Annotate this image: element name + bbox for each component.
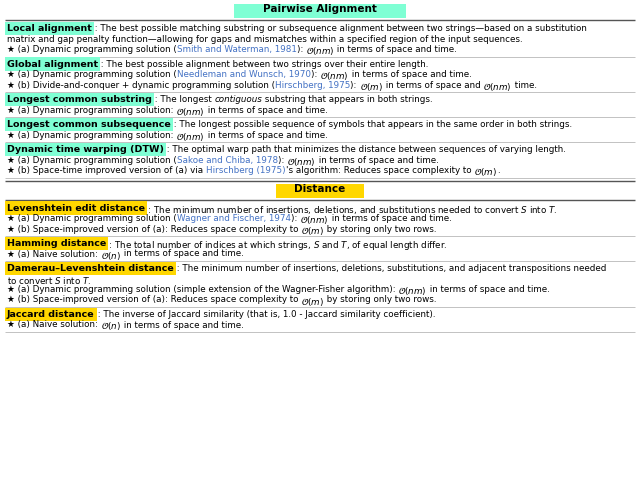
Text: 's algorithm: Reduces space complexity to: 's algorithm: Reduces space complexity t… [285,166,474,175]
Text: : The optimal warp path that minimizes the distance between sequences of varying: : The optimal warp path that minimizes t… [164,145,566,154]
Text: substring that appears in both strings.: substring that appears in both strings. [262,95,433,104]
Text: Global alignment: Global alignment [7,59,98,68]
Text: Wagner and Fischer, 1974: Wagner and Fischer, 1974 [177,214,291,223]
Text: ★ (a) Dynamic programming solution:: ★ (a) Dynamic programming solution: [7,130,176,139]
Text: $\mathcal{O}(m)$: $\mathcal{O}(m)$ [301,296,324,308]
Text: Hamming distance: Hamming distance [7,239,106,248]
Text: matrix and gap penalty function—allowing for gaps and mismatches within a specif: matrix and gap penalty function—allowing… [7,34,523,44]
Text: ★ (b) Space-time improved version of (a) via: ★ (b) Space-time improved version of (a)… [7,166,206,175]
Text: ★ (a) Naive solution:: ★ (a) Naive solution: [7,320,100,330]
Text: Distance: Distance [294,183,346,194]
Text: : The best possible alignment between two strings over their entire length.: : The best possible alignment between tw… [98,59,429,68]
Text: $\mathcal{O}(nm)$: $\mathcal{O}(nm)$ [320,70,349,82]
Text: : The total number of indices at which strings, $S$ and $T$, of equal length dif: : The total number of indices at which s… [106,239,447,252]
Text: $\mathcal{O}(nm)$: $\mathcal{O}(nm)$ [306,45,334,57]
Text: ):: ): [311,70,320,79]
Text: Longest common subsequence: Longest common subsequence [7,120,171,129]
FancyBboxPatch shape [276,183,364,197]
Text: : The minimum number of insertions, deletions, substitutions, and adjacent trans: : The minimum number of insertions, dele… [173,264,606,273]
Text: ):: ): [350,80,360,90]
Text: : The best possible matching substring or subsequence alignment between two stri: : The best possible matching substring o… [92,24,587,33]
Text: in terms of space and time.: in terms of space and time. [121,320,243,330]
Text: Smith and Waterman, 1981: Smith and Waterman, 1981 [177,45,296,54]
Text: to convert $S$ into $T$.: to convert $S$ into $T$. [7,274,92,285]
Text: : The minimum number of insertions, deletions, and substitutions needed to conve: : The minimum number of insertions, dele… [145,204,557,216]
Text: ★ (a) Naive solution:: ★ (a) Naive solution: [7,250,100,259]
Text: $\mathcal{O}(nm)$: $\mathcal{O}(nm)$ [300,214,328,226]
Text: Longest common substring: Longest common substring [7,95,152,104]
Text: in terms of space and time.: in terms of space and time. [349,70,471,79]
Text: ★ (a) Dynamic programming solution:: ★ (a) Dynamic programming solution: [7,105,176,114]
Text: ):: ): [291,214,300,223]
Text: ★ (a) Dynamic programming solution (: ★ (a) Dynamic programming solution ( [7,156,177,164]
Text: Hirschberg, 1975: Hirschberg, 1975 [275,80,350,90]
Text: by storing only two rows.: by storing only two rows. [324,225,437,233]
Text: in terms of space and time.: in terms of space and time. [121,250,243,259]
Text: in terms of space and time.: in terms of space and time. [328,214,451,223]
Text: $\mathcal{O}(nm)$: $\mathcal{O}(nm)$ [398,285,427,297]
Text: ★ (a) Dynamic programming solution (: ★ (a) Dynamic programming solution ( [7,214,177,223]
Text: .: . [497,166,500,175]
Text: Sakoe and Chiba, 1978: Sakoe and Chiba, 1978 [177,156,278,164]
Text: in terms of space and: in terms of space and [383,80,483,90]
Text: ★ (a) Dynamic programming solution (: ★ (a) Dynamic programming solution ( [7,70,177,79]
Text: $\mathcal{O}(m)$: $\mathcal{O}(m)$ [474,166,497,178]
Text: ★ (b) Space-improved version of (a): Reduces space complexity to: ★ (b) Space-improved version of (a): Red… [7,296,301,305]
Text: : The longest possible sequence of symbols that appears in the same order in bot: : The longest possible sequence of symbo… [171,120,572,129]
Text: ★ (a) Dynamic programming solution (: ★ (a) Dynamic programming solution ( [7,45,177,54]
FancyBboxPatch shape [234,4,406,18]
Text: ):: ): [296,45,306,54]
Text: $\mathcal{O}(nm)$: $\mathcal{O}(nm)$ [176,105,205,117]
Text: in terms of space and time.: in terms of space and time. [427,285,550,294]
Text: ★ (a) Dynamic programming solution (simple extension of the Wagner-Fisher algori: ★ (a) Dynamic programming solution (simp… [7,285,398,294]
Text: ):: ): [278,156,287,164]
Text: in terms of space and time.: in terms of space and time. [205,130,328,139]
Text: Needleman and Wunsch, 1970: Needleman and Wunsch, 1970 [177,70,311,79]
Text: in terms of space and time.: in terms of space and time. [316,156,438,164]
Text: Pairwise Alignment: Pairwise Alignment [263,4,377,14]
Text: $\mathcal{O}(m)$: $\mathcal{O}(m)$ [360,80,383,92]
Text: Levenshtein edit distance: Levenshtein edit distance [7,204,145,213]
Text: ★ (b) Space-improved version of (a): Reduces space complexity to: ★ (b) Space-improved version of (a): Red… [7,225,301,233]
Text: $\mathcal{O}(n)$: $\mathcal{O}(n)$ [100,250,121,262]
Text: in terms of space and time.: in terms of space and time. [205,105,328,114]
Text: in terms of space and time.: in terms of space and time. [334,45,457,54]
Text: by storing only two rows.: by storing only two rows. [324,296,437,305]
Text: Local alignment: Local alignment [7,24,92,33]
Text: $\mathcal{O}(n)$: $\mathcal{O}(n)$ [100,320,121,332]
Text: : The longest: : The longest [152,95,214,104]
Text: time.: time. [512,80,537,90]
Text: ★ (b) Divide-and-conquer + dynamic programming solution (: ★ (b) Divide-and-conquer + dynamic progr… [7,80,275,90]
Text: contiguous: contiguous [214,95,262,104]
Text: $\mathcal{O}(nm)$: $\mathcal{O}(nm)$ [483,80,512,92]
Text: Damerau–Levenshtein distance: Damerau–Levenshtein distance [7,264,173,273]
Text: Dynamic time warping (DTW): Dynamic time warping (DTW) [7,145,164,154]
Text: Jaccard distance: Jaccard distance [7,310,95,319]
Text: : The inverse of Jaccard similarity (that is, 1.0 - Jaccard similarity coefficie: : The inverse of Jaccard similarity (tha… [95,310,435,319]
Text: Hirschberg (1975): Hirschberg (1975) [206,166,285,175]
Text: $\mathcal{O}(nm)$: $\mathcal{O}(nm)$ [176,130,205,142]
Text: $\mathcal{O}(m)$: $\mathcal{O}(m)$ [301,225,324,237]
Text: $\mathcal{O}(nm)$: $\mathcal{O}(nm)$ [287,156,316,168]
